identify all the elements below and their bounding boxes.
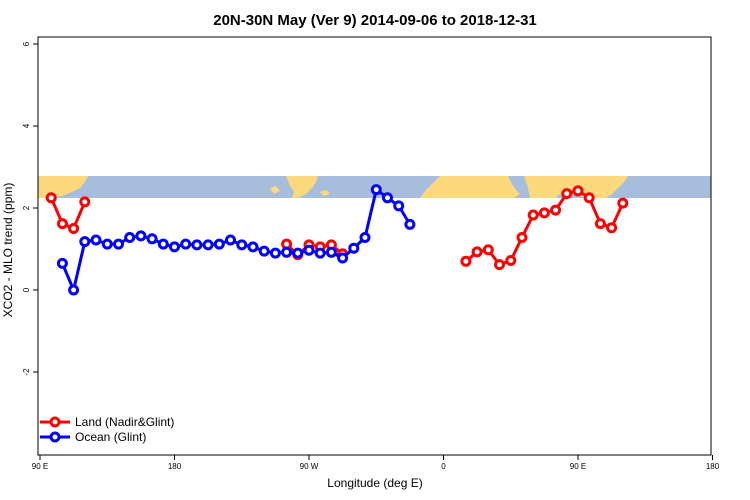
x-tick-label: 0 [441,462,446,471]
data-point-ocean [325,246,337,258]
data-point-ocean [314,247,326,259]
data-point-ocean [337,252,349,264]
plot-frame [37,36,712,456]
series-line-ocean [61,188,412,292]
data-point-land [617,197,629,209]
data-point-ocean [180,238,192,250]
data-point-ocean [124,232,136,243]
data-point-land [583,192,595,204]
data-point-land [527,209,539,221]
map-land-africa-arabia [420,176,520,198]
y-tick-label: -2 [22,368,31,376]
data-point-land [550,204,562,216]
plot-series [45,184,629,296]
data-point-land [471,246,483,258]
data-point-ocean [292,247,304,259]
data-point-land [561,188,573,200]
x-axis-label: Longitude (deg E) [327,476,422,490]
data-point-land [606,222,618,234]
data-point-ocean [101,238,113,250]
x-tick-label: 180 [706,462,720,471]
data-point-ocean [135,230,147,242]
y-tick-label: 0 [22,287,31,292]
data-point-ocean [56,257,68,269]
y-axis: -2 0 2 4 6 [22,41,38,376]
data-point-land [45,192,57,204]
data-point-ocean [146,233,158,245]
data-point-ocean [269,247,281,259]
x-axis: 90 E 180 90 W 0 90 E 180 [32,455,720,471]
data-point-ocean [157,238,169,250]
legend-marker-ocean [49,431,61,443]
data-point-ocean [370,184,382,196]
data-point-ocean [202,239,214,251]
data-point-ocean [68,284,80,296]
map-land-caribbean [320,190,330,196]
data-point-ocean [258,245,270,257]
x-tick-label: 90 E [32,462,48,471]
data-point-land [516,232,528,243]
data-point-land [538,207,550,219]
data-point-ocean [90,234,102,246]
data-point-land [594,218,606,230]
data-point-land [482,244,494,256]
y-tick-label: 4 [22,123,31,128]
x-tick-label: 180 [168,462,182,471]
map-land-pacific-island [270,186,280,194]
data-point-ocean [169,241,180,253]
data-point-land [68,223,80,234]
legend-label-land: Land (Nadir&Glint) [75,415,174,429]
data-point-ocean [281,246,293,258]
data-point-ocean [191,239,203,251]
y-axis-label: XCO2 - MLO trend (ppm) [1,183,15,318]
data-point-ocean [247,241,259,253]
data-point-ocean [404,218,416,230]
data-point-ocean [225,234,236,246]
data-point-land [505,255,517,266]
legend-marker-land [49,416,61,428]
data-point-ocean [113,238,124,250]
map-land-north-america [286,176,318,198]
data-point-ocean [303,244,315,256]
x-tick-label: 90 E [570,462,586,471]
data-point-ocean [348,242,360,254]
data-point-ocean [79,236,91,248]
data-point-ocean [359,232,371,243]
series-line-land [49,197,87,230]
data-point-land [56,218,68,230]
y-tick-label: 6 [22,41,31,46]
data-point-land [79,196,91,208]
data-point-land [460,255,472,267]
data-point-land [494,259,505,271]
legend: Land (Nadir&Glint) Ocean (Glint) [40,415,174,444]
data-point-ocean [213,238,225,250]
data-point-ocean [393,200,405,212]
legend-label-ocean: Ocean (Glint) [75,430,146,444]
chart-title: 20N-30N May (Ver 9) 2014-09-06 to 2018-1… [213,12,537,29]
data-point-ocean [382,192,393,204]
data-point-ocean [236,239,248,251]
y-tick-label: 2 [22,205,31,210]
x-tick-label: 90 W [300,462,319,471]
data-point-land [572,185,584,197]
